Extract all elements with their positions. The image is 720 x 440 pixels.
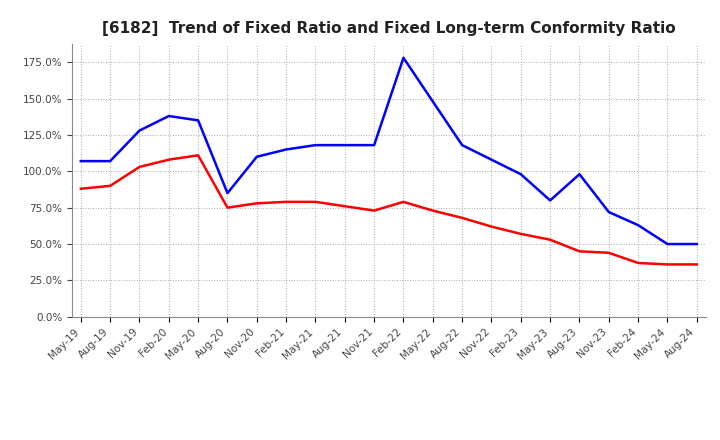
Fixed Ratio — [311, 143, 320, 148]
Fixed Ratio — [428, 99, 437, 104]
Fixed Long-term Conformity Ratio — [282, 199, 290, 205]
Fixed Long-term Conformity Ratio — [106, 183, 114, 188]
Fixed Ratio — [634, 223, 642, 228]
Title: [6182]  Trend of Fixed Ratio and Fixed Long-term Conformity Ratio: [6182] Trend of Fixed Ratio and Fixed Lo… — [102, 21, 675, 36]
Fixed Long-term Conformity Ratio — [546, 237, 554, 242]
Fixed Ratio — [546, 198, 554, 203]
Fixed Long-term Conformity Ratio — [194, 153, 202, 158]
Line: Fixed Ratio: Fixed Ratio — [81, 58, 697, 244]
Fixed Long-term Conformity Ratio — [164, 157, 173, 162]
Fixed Ratio — [399, 55, 408, 60]
Line: Fixed Long-term Conformity Ratio: Fixed Long-term Conformity Ratio — [81, 155, 697, 264]
Fixed Ratio — [194, 118, 202, 123]
Fixed Ratio — [282, 147, 290, 152]
Fixed Long-term Conformity Ratio — [663, 262, 672, 267]
Fixed Ratio — [516, 172, 525, 177]
Fixed Long-term Conformity Ratio — [135, 164, 144, 169]
Fixed Ratio — [575, 172, 584, 177]
Fixed Long-term Conformity Ratio — [341, 204, 349, 209]
Fixed Ratio — [164, 114, 173, 119]
Fixed Long-term Conformity Ratio — [253, 201, 261, 206]
Fixed Ratio — [223, 191, 232, 196]
Fixed Ratio — [693, 242, 701, 247]
Fixed Long-term Conformity Ratio — [458, 215, 467, 220]
Fixed Long-term Conformity Ratio — [634, 260, 642, 266]
Fixed Long-term Conformity Ratio — [487, 224, 496, 229]
Fixed Long-term Conformity Ratio — [575, 249, 584, 254]
Fixed Ratio — [458, 143, 467, 148]
Fixed Ratio — [341, 143, 349, 148]
Fixed Long-term Conformity Ratio — [516, 231, 525, 237]
Fixed Long-term Conformity Ratio — [428, 208, 437, 213]
Fixed Ratio — [663, 242, 672, 247]
Fixed Ratio — [605, 209, 613, 215]
Fixed Ratio — [253, 154, 261, 159]
Fixed Long-term Conformity Ratio — [311, 199, 320, 205]
Fixed Long-term Conformity Ratio — [399, 199, 408, 205]
Fixed Long-term Conformity Ratio — [223, 205, 232, 210]
Fixed Ratio — [106, 158, 114, 164]
Fixed Ratio — [487, 157, 496, 162]
Fixed Ratio — [370, 143, 379, 148]
Fixed Long-term Conformity Ratio — [693, 262, 701, 267]
Fixed Ratio — [135, 128, 144, 133]
Fixed Long-term Conformity Ratio — [370, 208, 379, 213]
Fixed Long-term Conformity Ratio — [605, 250, 613, 256]
Fixed Ratio — [76, 158, 85, 164]
Fixed Long-term Conformity Ratio — [76, 186, 85, 191]
